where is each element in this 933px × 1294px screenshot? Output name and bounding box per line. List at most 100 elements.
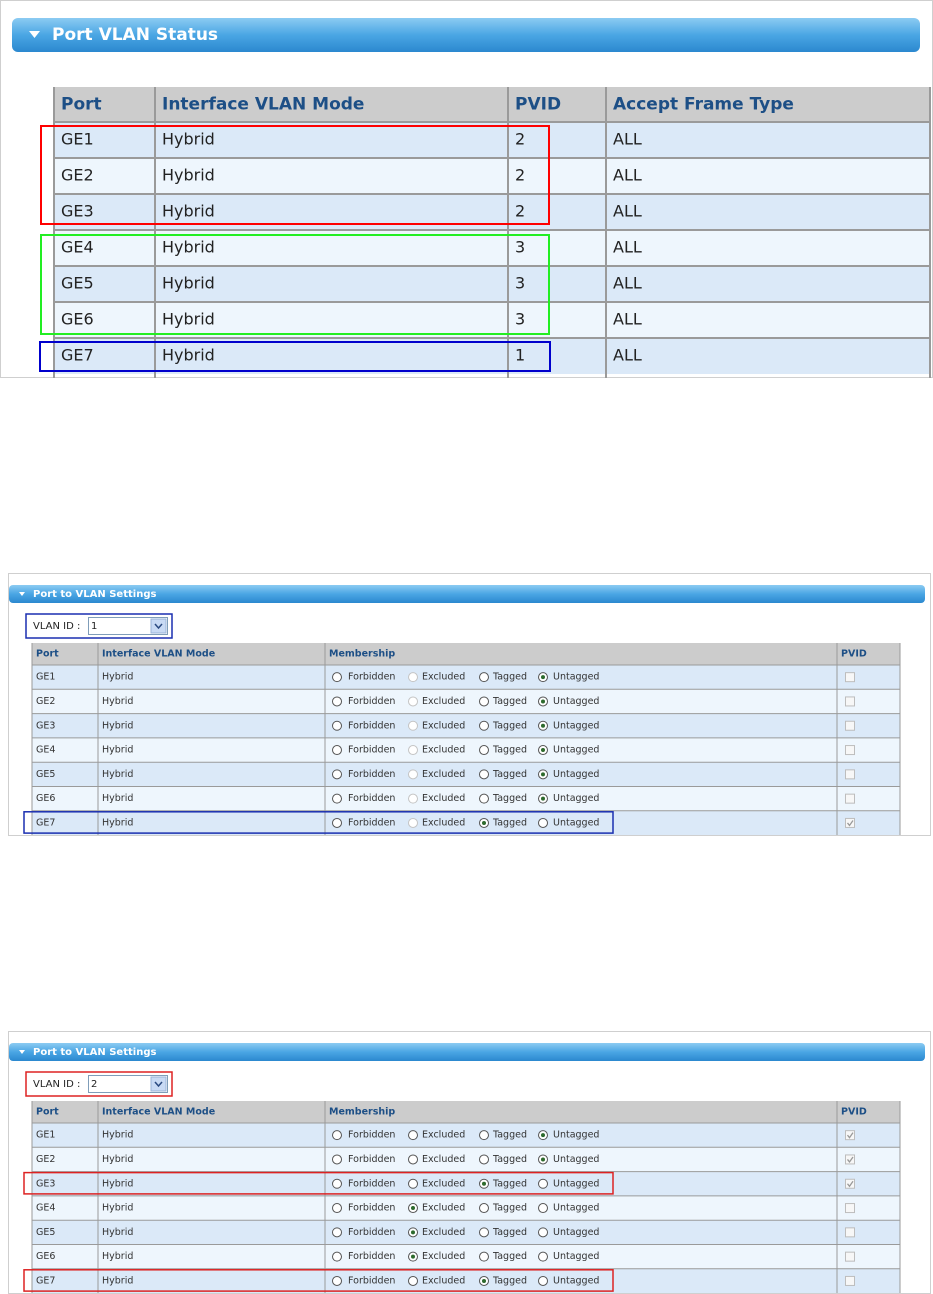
- membership-option: Untagged: [553, 817, 599, 828]
- membership-radio[interactable]: [479, 1154, 489, 1165]
- port-cell: GE7: [36, 1275, 55, 1286]
- membership-option: Forbidden: [348, 1227, 395, 1238]
- membership-option: Forbidden: [348, 793, 395, 804]
- membership-radio: [408, 745, 418, 756]
- select-button[interactable]: [150, 618, 167, 634]
- pvid-checkbox: [845, 793, 855, 804]
- mode-cell: Hybrid: [102, 1251, 133, 1262]
- table-cell: ALL: [613, 274, 642, 293]
- vlan-value[interactable]: 2: [91, 1079, 97, 1090]
- membership-option: Tagged: [492, 1227, 527, 1238]
- membership-option: Forbidden: [348, 1178, 395, 1189]
- membership-radio[interactable]: [538, 1227, 548, 1238]
- membership-radio[interactable]: [479, 1227, 489, 1238]
- membership-radio[interactable]: [479, 793, 489, 804]
- column-header: PVID: [841, 1107, 867, 1118]
- membership-radio[interactable]: [479, 1130, 489, 1141]
- membership-option: Tagged: [492, 696, 527, 707]
- table-row: [54, 302, 930, 338]
- membership-radio[interactable]: [408, 1178, 418, 1189]
- membership-radio[interactable]: [479, 720, 489, 731]
- table-cell: ALL: [613, 202, 642, 221]
- membership-radio[interactable]: [332, 745, 342, 756]
- membership-radio[interactable]: [332, 1130, 342, 1141]
- membership-radio[interactable]: [479, 745, 489, 756]
- membership-radio[interactable]: [332, 769, 342, 780]
- membership-option: Untagged: [553, 1178, 599, 1189]
- table-cell: ALL: [613, 346, 642, 365]
- membership-option: Excluded: [422, 672, 465, 683]
- pvid-checkbox: [845, 1178, 855, 1189]
- membership-option: Untagged: [553, 745, 599, 756]
- membership-radio[interactable]: [479, 1251, 489, 1262]
- membership-option: Untagged: [553, 1130, 599, 1141]
- membership-option: Tagged: [492, 1275, 527, 1286]
- membership-radio[interactable]: [408, 1275, 418, 1286]
- vlan-select[interactable]: [88, 617, 168, 635]
- highlight-box: [25, 1071, 173, 1097]
- mode-cell: Hybrid: [102, 672, 133, 683]
- membership-radio[interactable]: [408, 1154, 418, 1165]
- membership-option: Excluded: [422, 745, 465, 756]
- checkmark: [846, 1132, 854, 1139]
- membership-radio: [408, 793, 418, 804]
- membership-radio[interactable]: [538, 1275, 548, 1286]
- vlan-value[interactable]: 1: [91, 621, 97, 632]
- membership-radio[interactable]: [538, 817, 548, 828]
- membership-radio[interactable]: [479, 1203, 489, 1214]
- table-row: [54, 266, 930, 302]
- membership-radio: [408, 696, 418, 707]
- membership-radio[interactable]: [332, 672, 342, 683]
- table-row: [54, 122, 930, 158]
- membership-radio[interactable]: [332, 817, 342, 828]
- membership-radio[interactable]: [479, 696, 489, 707]
- pvid-checkbox: [845, 672, 855, 683]
- membership-option: Forbidden: [348, 1203, 395, 1214]
- membership-radio[interactable]: [332, 1275, 342, 1286]
- select-arrow: [154, 623, 163, 630]
- port-cell: GE6: [36, 793, 55, 804]
- membership-radio[interactable]: [332, 1227, 342, 1238]
- vlan-select[interactable]: [88, 1075, 168, 1093]
- membership-radio[interactable]: [538, 1251, 548, 1262]
- membership-option: Excluded: [422, 1154, 465, 1165]
- table-cell: GE2: [61, 166, 94, 185]
- table-row: [32, 786, 900, 811]
- membership-radio[interactable]: [332, 1203, 342, 1214]
- membership-option: Tagged: [492, 745, 527, 756]
- table-cell: 1: [515, 346, 525, 365]
- membership-radio[interactable]: [332, 720, 342, 731]
- select-button[interactable]: [150, 1076, 167, 1092]
- collapse-icon: [19, 592, 25, 596]
- membership-radio[interactable]: [332, 793, 342, 804]
- highlight-box: [40, 234, 550, 335]
- membership-radio[interactable]: [332, 1251, 342, 1262]
- table-row: [32, 1195, 900, 1221]
- membership-radio[interactable]: [538, 1178, 548, 1189]
- table-cell: ALL: [613, 238, 642, 257]
- select-arrow: [154, 1081, 163, 1088]
- table-row: [32, 1244, 900, 1269]
- membership-radio[interactable]: [332, 696, 342, 707]
- membership-option: Forbidden: [348, 769, 395, 780]
- table-cell: 3: [515, 274, 525, 293]
- membership-option: Excluded: [422, 817, 465, 828]
- radio-dot: [541, 723, 545, 728]
- port-cell: GE2: [36, 696, 55, 707]
- column-header: Port: [61, 95, 102, 115]
- membership-radio[interactable]: [538, 1203, 548, 1214]
- membership-option: Excluded: [422, 1251, 465, 1262]
- membership-option: Forbidden: [348, 1251, 395, 1262]
- membership-option: Forbidden: [348, 696, 395, 707]
- membership-radio[interactable]: [332, 1178, 342, 1189]
- vlan-label: VLAN ID :: [33, 1079, 80, 1090]
- membership-radio[interactable]: [479, 672, 489, 683]
- header-row: [32, 1101, 900, 1123]
- membership-radio[interactable]: [408, 1130, 418, 1141]
- column-header: PVID: [841, 649, 867, 660]
- membership-radio[interactable]: [479, 769, 489, 780]
- radio-dot: [541, 748, 545, 753]
- table-cell: ALL: [613, 130, 642, 149]
- membership-radio[interactable]: [332, 1154, 342, 1165]
